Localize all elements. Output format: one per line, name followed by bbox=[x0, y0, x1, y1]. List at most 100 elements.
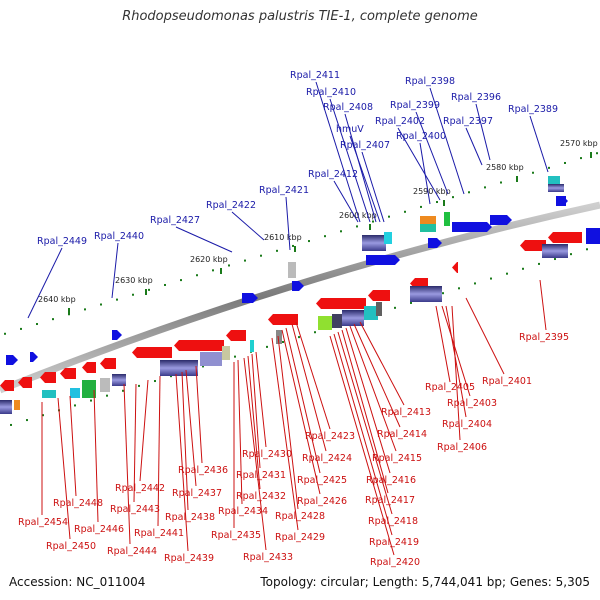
gene-label-rpal_2439: Rpal_2439 bbox=[164, 553, 214, 564]
tick-dot bbox=[420, 205, 422, 208]
tick-dot bbox=[196, 274, 198, 277]
leader-line bbox=[255, 351, 267, 448]
tick-dot bbox=[388, 215, 390, 218]
leader-line bbox=[27, 247, 63, 319]
gene-label-hmuv: hmuV bbox=[336, 124, 364, 135]
gene-label-rpal_2454: Rpal_2454 bbox=[18, 517, 68, 528]
gene-label-rpal_2443: Rpal_2443 bbox=[110, 504, 160, 515]
reverse-gene-arrow bbox=[316, 298, 366, 309]
leader-line bbox=[231, 211, 265, 241]
gene-label-rpal_2421: Rpal_2421 bbox=[259, 185, 309, 196]
leader-line bbox=[271, 337, 299, 531]
forward-gene-arrow bbox=[292, 281, 304, 291]
feature-box bbox=[548, 176, 560, 184]
gene-label-rpal_2427: Rpal_2427 bbox=[150, 215, 200, 226]
tick-dot bbox=[106, 394, 108, 397]
leader-line bbox=[419, 142, 431, 205]
leader-line bbox=[185, 369, 197, 487]
leader-line bbox=[139, 379, 149, 482]
feature-box bbox=[14, 400, 20, 410]
feature-box bbox=[332, 314, 342, 328]
gene-label-rpal_2418: Rpal_2418 bbox=[368, 516, 418, 527]
feature-box bbox=[82, 380, 96, 398]
kbp-tick-label: 2630 kbp bbox=[115, 276, 153, 285]
reverse-gene-arrow bbox=[268, 314, 298, 325]
feature-box bbox=[160, 360, 198, 376]
gene-label-rpal_2448: Rpal_2448 bbox=[53, 498, 103, 509]
kbp-tick-label: 2570 kbp bbox=[560, 139, 598, 148]
topology-text: Topology: circular; Length: 5,744,041 bp… bbox=[260, 575, 590, 589]
gene-label-rpal_2444: Rpal_2444 bbox=[107, 546, 157, 557]
gene-label-rpal_2441: Rpal_2441 bbox=[134, 528, 184, 539]
reverse-gene-arrow bbox=[548, 232, 582, 243]
tick-dot bbox=[500, 181, 502, 184]
kbp-tick-mark bbox=[220, 268, 222, 274]
gene-label-rpal_2420: Rpal_2420 bbox=[370, 557, 420, 568]
kbp-tick-mark bbox=[443, 200, 445, 206]
kbp-tick-mark bbox=[294, 246, 296, 252]
kbp-tick-mark bbox=[516, 176, 518, 182]
gene-label-rpal_2416: Rpal_2416 bbox=[366, 475, 416, 486]
tick-dot bbox=[10, 423, 12, 426]
tick-dot bbox=[474, 282, 476, 285]
kbp-tick-mark bbox=[369, 224, 371, 230]
forward-gene-arrow bbox=[366, 255, 400, 265]
leader-line bbox=[251, 353, 261, 469]
gene-label-rpal_2435: Rpal_2435 bbox=[211, 530, 261, 541]
gene-label-rpal_2422: Rpal_2422 bbox=[206, 200, 256, 211]
tick-dot bbox=[442, 292, 444, 295]
forward-gene-arrow bbox=[30, 352, 38, 362]
tick-dot bbox=[282, 340, 284, 343]
gene-label-rpal_2396: Rpal_2396 bbox=[451, 92, 501, 103]
leader-line bbox=[281, 329, 321, 495]
tick-dot bbox=[276, 249, 278, 252]
tick-dot bbox=[506, 272, 508, 275]
leader-line bbox=[445, 305, 467, 418]
tick-dot bbox=[138, 384, 140, 387]
tick-dot bbox=[532, 171, 534, 174]
feature-box bbox=[548, 184, 564, 192]
tick-dot bbox=[100, 303, 102, 306]
reverse-gene-arrow bbox=[132, 347, 172, 358]
leader-line bbox=[429, 87, 465, 195]
gene-label-rpal_2403: Rpal_2403 bbox=[447, 398, 497, 409]
reverse-gene-arrow bbox=[0, 380, 14, 391]
gene-label-rpal_2434: Rpal_2434 bbox=[218, 506, 268, 517]
feature-box bbox=[420, 216, 436, 224]
tick-dot bbox=[596, 152, 598, 155]
kbp-tick-mark bbox=[68, 308, 70, 314]
forward-gene-arrow bbox=[242, 293, 258, 303]
leader-line bbox=[291, 323, 327, 452]
reverse-gene-arrow bbox=[368, 290, 390, 301]
reverse-gene-arrow bbox=[18, 377, 32, 388]
tick-dot bbox=[308, 240, 310, 243]
gene-label-rpal_2404: Rpal_2404 bbox=[442, 419, 492, 430]
gene-label-rpal_2395: Rpal_2395 bbox=[519, 332, 569, 343]
accession-text: Accession: NC_011004 bbox=[9, 575, 146, 589]
tick-dot bbox=[394, 306, 396, 309]
tick-dot bbox=[244, 259, 246, 262]
genome-title: Rhodopseudomonas palustris TIE-1, comple… bbox=[122, 9, 478, 24]
tick-dot bbox=[212, 269, 214, 272]
gene-label-rpal_2389: Rpal_2389 bbox=[508, 104, 558, 115]
reverse-gene-arrow bbox=[60, 368, 76, 379]
gene-label-rpal_2426: Rpal_2426 bbox=[297, 496, 347, 507]
leader-line bbox=[175, 373, 189, 552]
gene-label-rpal_2397: Rpal_2397 bbox=[443, 116, 493, 127]
leader-line bbox=[333, 333, 393, 536]
tick-dot bbox=[490, 277, 492, 280]
feature-box bbox=[362, 235, 386, 251]
tick-dot bbox=[436, 201, 438, 204]
gene-label-rpal_2429: Rpal_2429 bbox=[275, 532, 325, 543]
leader-line bbox=[285, 327, 321, 474]
kbp-tick-label: 2620 kbp bbox=[190, 255, 228, 264]
gene-label-rpal_2412: Rpal_2412 bbox=[308, 169, 358, 180]
leader-line bbox=[344, 113, 377, 223]
kbp-tick-mark bbox=[590, 152, 592, 158]
feature-box bbox=[222, 346, 230, 360]
tick-dot bbox=[468, 191, 470, 194]
tick-dot bbox=[68, 313, 70, 316]
tick-dot bbox=[154, 380, 156, 383]
gene-label-rpal_2415: Rpal_2415 bbox=[372, 453, 422, 464]
leader-line bbox=[361, 151, 385, 223]
